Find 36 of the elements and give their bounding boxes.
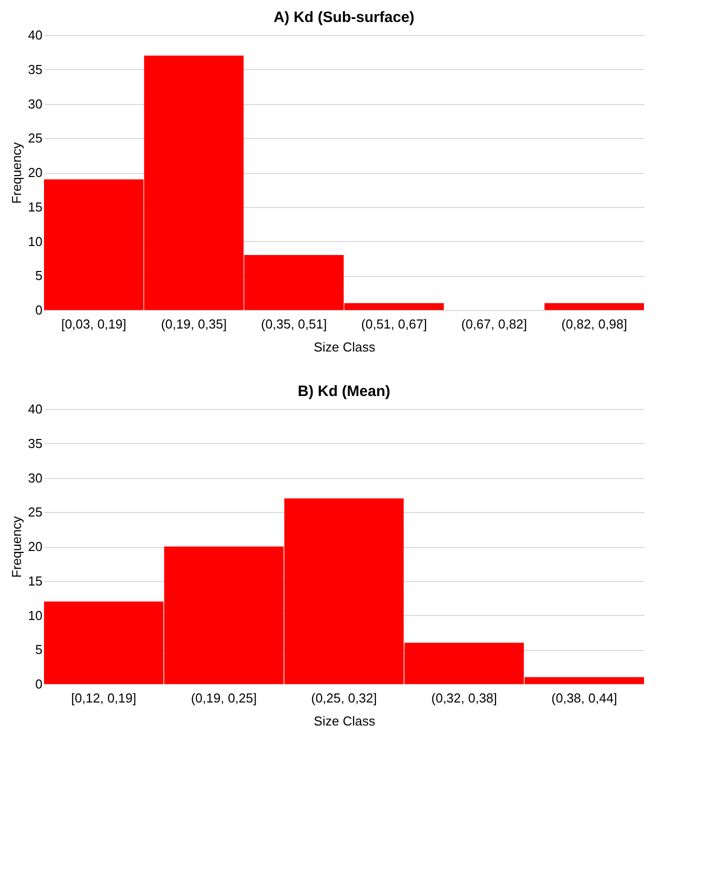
y-tick-label: 10 [28, 234, 42, 249]
x-axis-title: Size Class [314, 714, 376, 728]
y-axis-title: Frequency [9, 516, 24, 578]
y-tick-label: 15 [28, 573, 42, 588]
y-tick-label: 40 [28, 402, 42, 416]
x-tick-label: (0,51, 0,67] [361, 316, 427, 332]
y-tick-label: 5 [35, 642, 42, 658]
y-axis-title: Frequency [9, 142, 24, 204]
x-tick-label: (0,82, 0,98] [561, 316, 628, 332]
x-axis-title: Size Class [314, 340, 376, 354]
y-tick-label: 0 [35, 302, 42, 318]
x-tick-label: (0,32, 0,38] [431, 690, 498, 706]
chart-title: A) Kd (Sub-surface) [274, 9, 414, 26]
y-tick-label: 30 [28, 96, 42, 112]
y-tick-label: 35 [28, 436, 42, 451]
x-tick-label: (0,25, 0,32] [311, 690, 377, 706]
y-tick-label: 15 [28, 199, 42, 214]
y-tick-label: 40 [28, 28, 42, 42]
x-tick-label: [0,03, 0,19] [61, 316, 126, 332]
y-tick-label: 10 [28, 608, 42, 623]
y-tick-label: 20 [28, 539, 42, 554]
bar [544, 303, 644, 310]
x-tick-label: (0,38, 0,44] [551, 690, 618, 706]
x-tick-label: (0,67, 0,82] [461, 316, 528, 332]
chart-title: B) Kd (Mean) [298, 383, 390, 400]
y-tick-label: 30 [28, 470, 42, 486]
y-tick-label: 25 [28, 130, 42, 146]
y-tick-label: 25 [28, 504, 42, 520]
x-tick-label: [0,12, 0,19] [71, 690, 136, 706]
x-tick-label: (0,19, 0,25] [190, 690, 257, 706]
x-tick-label: (0,35, 0,51] [261, 316, 327, 332]
x-tick-label: (0,19, 0,35] [160, 316, 227, 332]
y-tick-label: 5 [35, 268, 42, 284]
y-tick-label: 35 [28, 62, 42, 77]
y-tick-label: 20 [28, 165, 42, 180]
y-tick-label: 0 [35, 676, 42, 692]
